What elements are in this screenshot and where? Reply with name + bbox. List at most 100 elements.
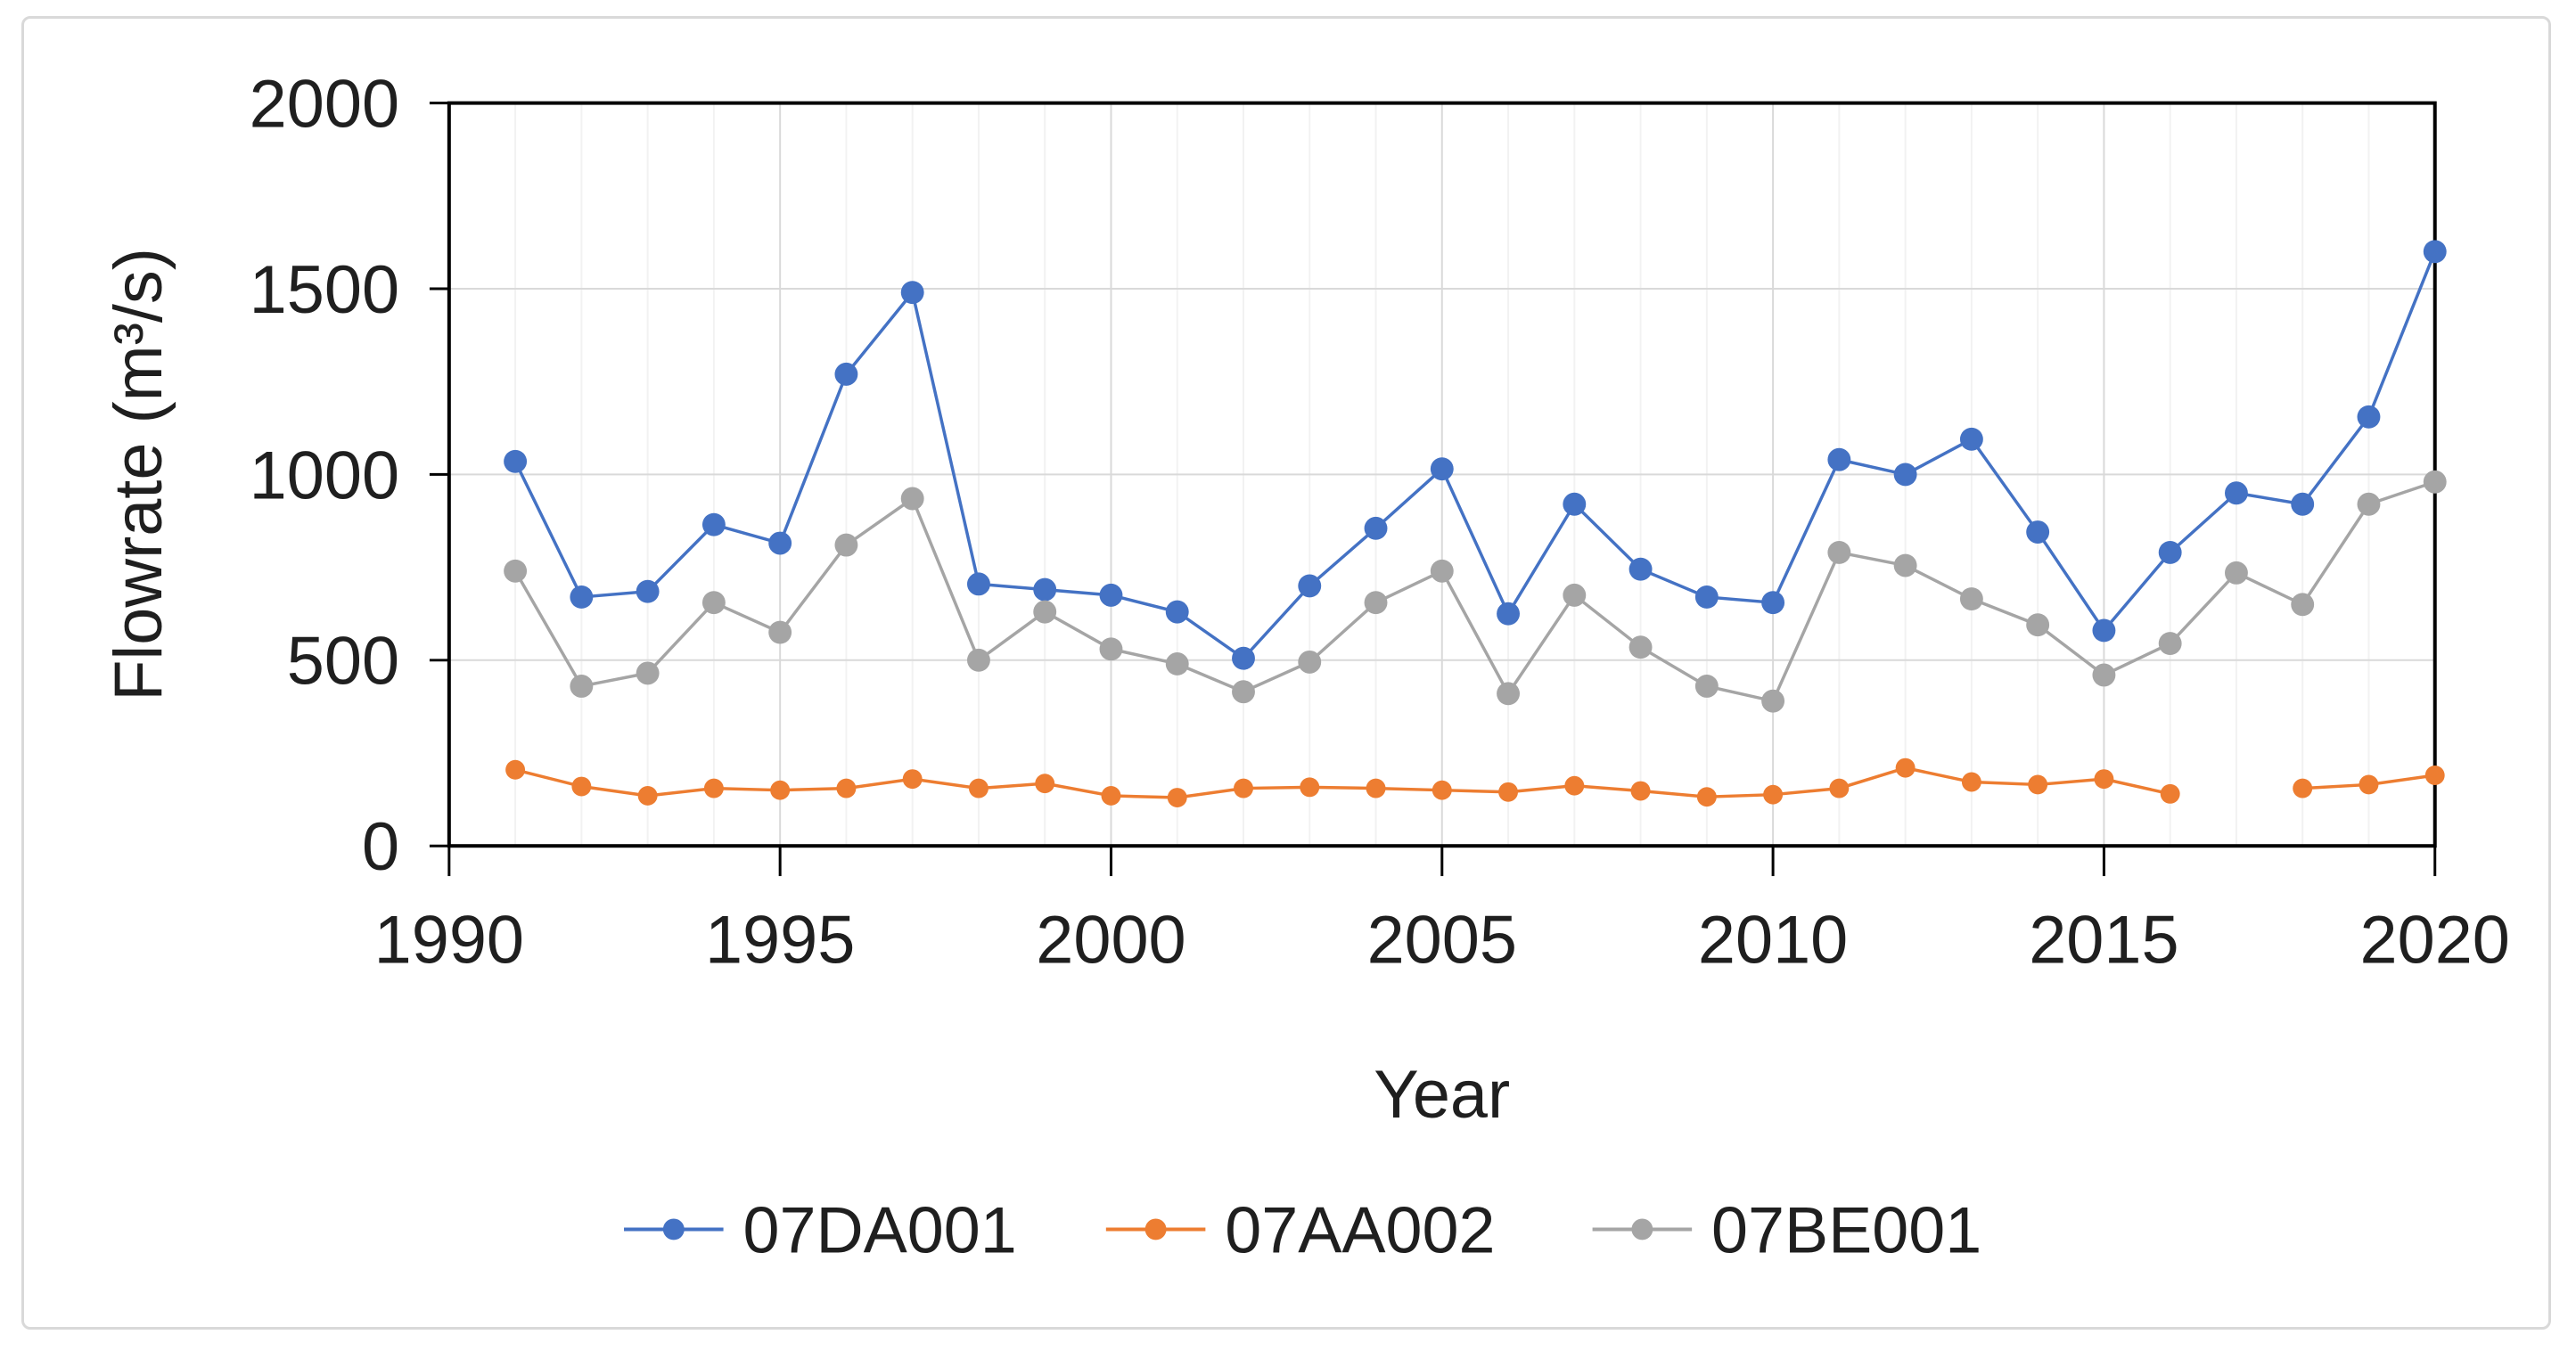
data-point-07DA001 [1893,463,1917,487]
data-point-07BE001 [1563,583,1587,607]
data-point-07BE001 [1232,680,1255,704]
data-point-07AA002 [1234,778,1253,798]
data-point-07AA002 [571,776,592,797]
data-point-07DA001 [2026,520,2050,544]
data-point-07AA002 [703,778,724,798]
x-tick-label: 1990 [374,903,524,978]
data-point-07BE001 [2026,613,2050,637]
data-point-07BE001 [2224,561,2248,585]
x-axis-title: Year [1374,1057,1510,1133]
data-point-07DA001 [1430,457,1454,481]
data-point-07DA001 [2423,240,2447,264]
legend-label-07AA002: 07AA002 [1225,1192,1495,1266]
data-point-07DA001 [636,579,660,603]
data-point-07BE001 [2158,632,2182,655]
y-tick-label: 0 [362,809,399,885]
data-point-07AA002 [1829,778,1850,798]
data-point-07AA002 [505,759,526,780]
data-point-07AA002 [1432,780,1452,800]
data-point-07AA002 [2160,783,2180,804]
data-point-07BE001 [2291,593,2315,617]
series-line-07AA002 [514,766,2171,799]
data-point-07DA001 [1563,492,1587,516]
data-point-07BE001 [1430,559,1454,583]
data-point-07BE001 [570,675,594,698]
data-point-07DA001 [2357,405,2381,429]
data-point-07BE001 [701,591,726,615]
data-point-07BE001 [1761,689,1785,713]
x-tick-label: 2010 [1698,903,1848,978]
data-point-07AA002 [1035,774,1055,794]
data-point-07BE001 [768,620,792,644]
data-point-07DA001 [1298,574,1322,598]
data-point-07BE001 [1298,650,1322,674]
x-tick-label: 2005 [1367,903,1517,978]
x-tick-label: 2000 [1036,903,1185,978]
data-point-07AA002 [770,780,791,800]
data-point-07AA002 [1564,775,1585,796]
data-point-07DA001 [1099,583,1123,607]
data-point-07DA001 [966,572,990,596]
data-point-07AA002 [968,778,989,798]
legend-label-07DA001: 07DA001 [742,1192,1016,1266]
data-point-07BE001 [1628,635,1653,659]
data-point-07DA001 [900,281,924,305]
data-point-07DA001 [1033,577,1057,602]
data-point-07AA002 [836,778,857,798]
legend-marker-dot-07BE001 [1631,1218,1653,1240]
y-tick-label: 2000 [250,67,399,143]
flowrate-line-chart: 0 500 1000 1500 2000 1990 1995 2000 2005 2010 2015… [101,67,2510,1267]
y-tick-label: 1000 [250,438,399,513]
y-axis-title: Flowrate (m³/s) [101,248,176,701]
data-point-07DA001 [1165,600,1189,624]
data-point-07AA002 [1763,784,1784,805]
data-point-07BE001 [1364,591,1388,615]
data-point-07BE001 [1827,540,1851,564]
x-tick-label: 1995 [705,903,855,978]
data-point-07AA002 [2359,774,2379,795]
data-point-07DA001 [2291,492,2315,516]
data-point-07AA002 [1101,785,1121,806]
data-point-07BE001 [1099,637,1123,661]
data-point-07DA001 [1694,585,1719,609]
data-point-07DA001 [504,449,528,473]
data-point-07AA002 [1498,782,1519,802]
data-point-07DA001 [1761,591,1785,615]
data-point-07BE001 [504,559,528,583]
data-point-07AA002 [902,769,923,790]
legend-label-07BE001: 07BE001 [1711,1192,1981,1266]
data-point-07BE001 [2357,492,2381,516]
data-point-07BE001 [2423,470,2447,494]
data-point-07AA002 [2424,766,2445,785]
data-point-07BE001 [2092,663,2116,687]
data-point-07AA002 [1167,788,1187,807]
data-point-07DA001 [2224,481,2248,505]
data-point-07AA002 [1895,757,1916,778]
data-point-07AA002 [1366,778,1386,798]
data-point-07DA001 [2092,618,2116,643]
chart-frame: 0 500 1000 1500 2000 1990 1995 2000 2005 2010 2015… [21,16,2551,1330]
x-tick-label: 2015 [2029,903,2178,978]
data-point-07DA001 [1364,516,1388,540]
y-tick-label: 500 [287,624,399,700]
data-point-07DA001 [834,362,858,386]
data-point-07BE001 [1893,553,1917,577]
data-point-07AA002 [1961,772,1981,792]
data-point-07BE001 [1165,652,1189,676]
data-point-07DA001 [1497,602,1520,626]
y-tick-label: 1500 [250,252,399,328]
x-tick-label: 2020 [2360,903,2510,978]
series-line-07DA001 [513,250,2437,661]
series-line-07BE001 [513,480,2436,703]
data-point-07DA001 [1628,557,1653,581]
data-point-07AA002 [2094,769,2114,790]
data-point-07DA001 [1959,427,1983,451]
data-point-07AA002 [2293,778,2313,798]
data-point-07BE001 [1694,675,1719,698]
data-point-07BE001 [1959,587,1983,610]
data-point-07DA001 [2158,540,2182,564]
data-point-07AA002 [1630,781,1651,801]
data-point-07AA002 [2028,774,2048,795]
data-point-07AA002 [1696,787,1717,807]
data-point-07BE001 [966,648,990,672]
